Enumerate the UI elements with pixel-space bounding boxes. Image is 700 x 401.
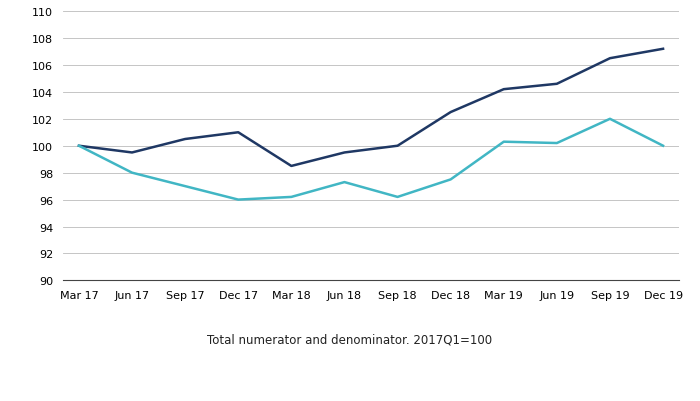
- Text: Total numerator and denominator. 2017Q1=100: Total numerator and denominator. 2017Q1=…: [207, 332, 493, 345]
